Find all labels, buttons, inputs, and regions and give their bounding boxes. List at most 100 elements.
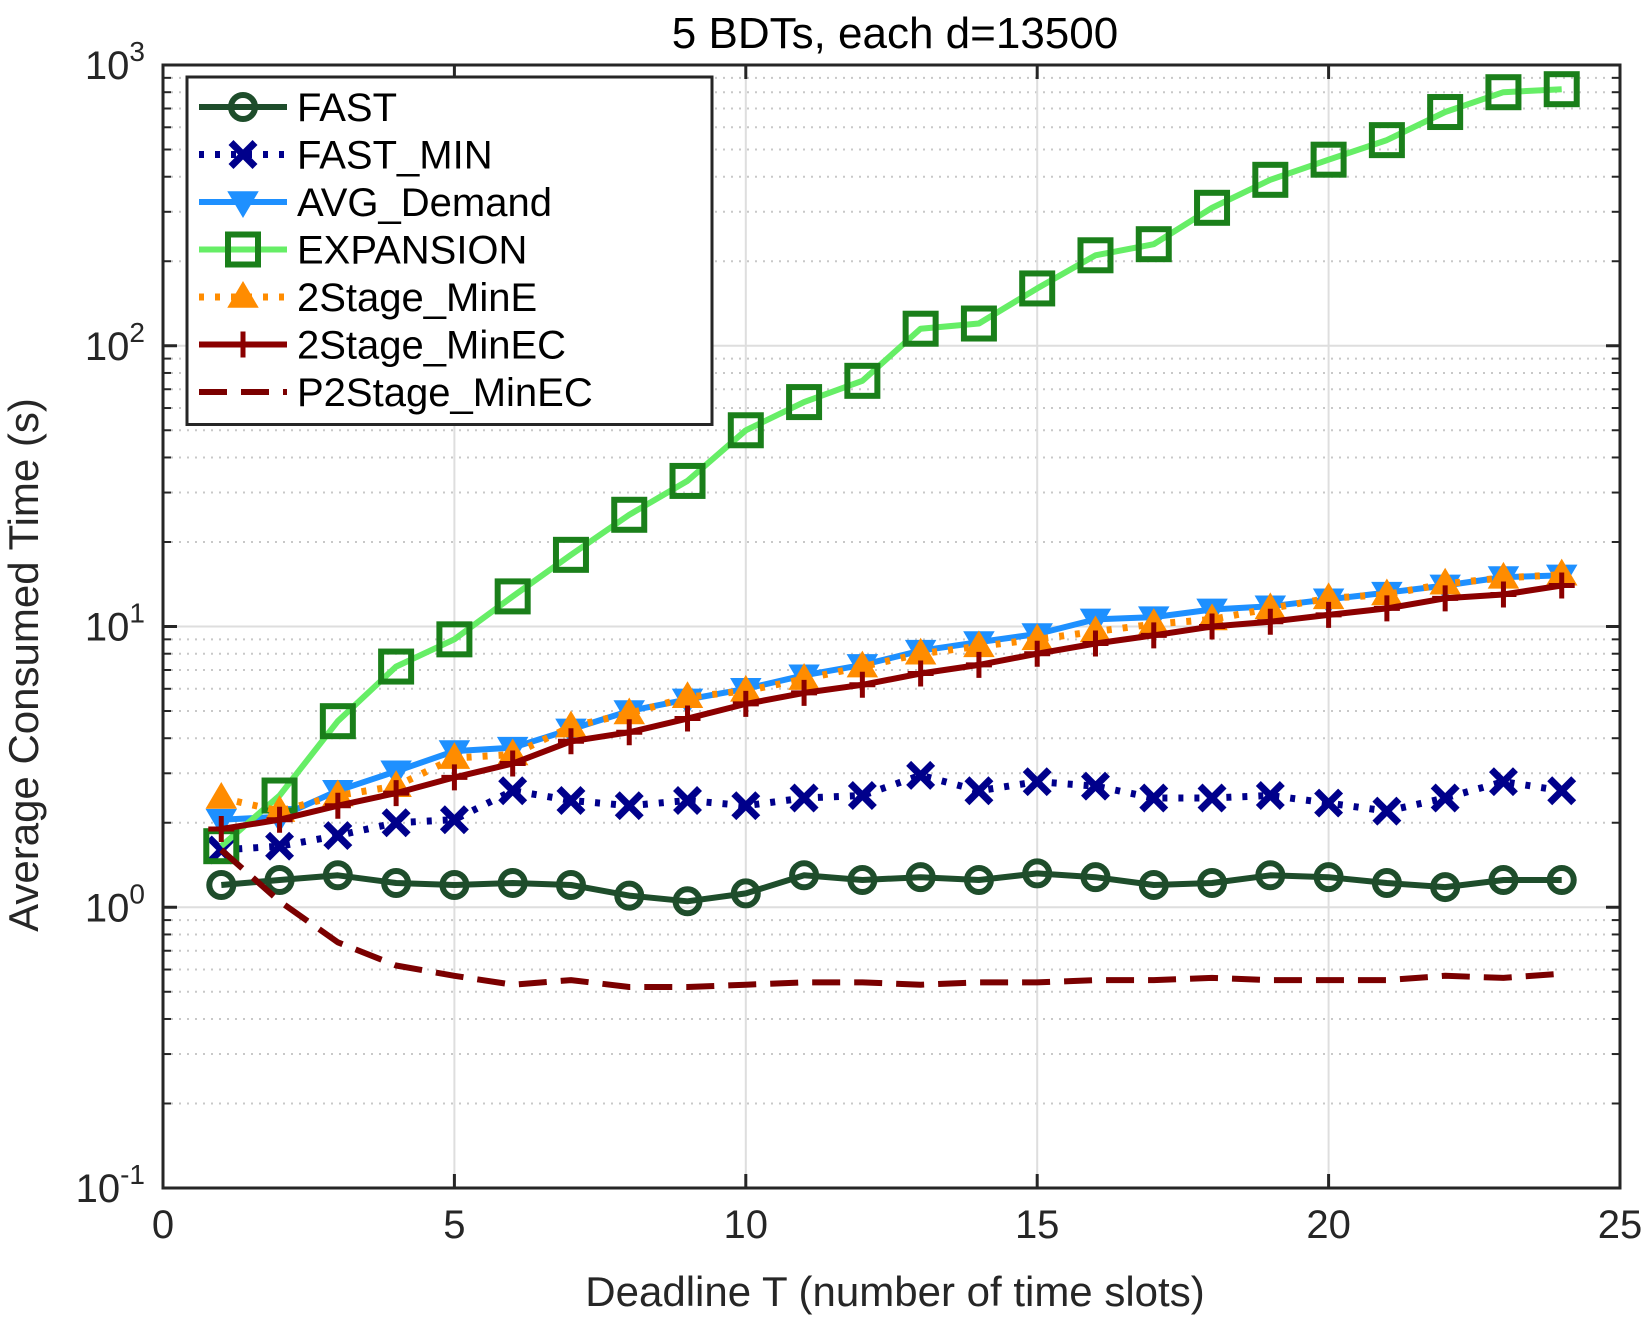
data-point <box>499 750 526 777</box>
data-point <box>1488 865 1519 896</box>
data-point <box>439 805 469 835</box>
legend-entry: AVG_Demand <box>199 181 552 225</box>
data-point <box>611 496 648 533</box>
data-point <box>1310 141 1347 178</box>
data-point <box>1024 640 1051 667</box>
data-point <box>672 886 703 917</box>
data-point <box>1430 872 1461 903</box>
series-group <box>203 71 1580 990</box>
data-point <box>1373 595 1400 622</box>
data-point <box>1548 572 1575 599</box>
data-point <box>727 412 764 449</box>
data-point <box>1255 860 1286 891</box>
legend-marker <box>230 331 256 358</box>
data-point <box>1197 783 1227 813</box>
series-line <box>219 86 1562 849</box>
data-point <box>1197 868 1228 899</box>
data-point <box>264 865 295 896</box>
data-point <box>847 865 878 896</box>
legend-label: 2Stage_MinEC <box>297 324 566 368</box>
data-point <box>1255 781 1285 811</box>
data-point <box>1077 237 1114 274</box>
data-point <box>266 806 293 833</box>
legend-label: AVG_Demand <box>297 181 552 225</box>
data-point <box>494 578 531 615</box>
legend: FASTFAST_MINAVG_DemandEXPANSION2Stage_Mi… <box>185 75 714 426</box>
series-fast <box>206 858 1577 917</box>
data-point <box>1314 788 1344 818</box>
data-point <box>674 705 701 732</box>
legend-entry: EXPANSION <box>199 229 527 273</box>
data-point <box>614 791 644 821</box>
y-axis-title: Average Consumed Time (s) <box>0 398 47 932</box>
series-fast-min <box>206 760 1577 865</box>
legend-marker <box>225 231 261 268</box>
x-axis-title: Deadline T (number of time slots) <box>585 1268 1204 1315</box>
data-point <box>786 384 823 421</box>
data-point <box>1257 608 1284 635</box>
legend-label: EXPANSION <box>297 229 527 273</box>
chart-title: 5 BDTs, each d=13500 <box>672 9 1118 58</box>
data-point <box>847 781 877 811</box>
x-tick-label: 10 <box>724 1203 769 1247</box>
legend-marker <box>228 140 258 169</box>
data-point <box>1139 783 1169 813</box>
data-point <box>1194 189 1231 226</box>
data-point <box>1547 776 1577 806</box>
data-point <box>1022 858 1053 889</box>
x-tick-label: 25 <box>1598 1203 1643 1247</box>
y-tick-label: 103 <box>85 36 145 88</box>
data-point <box>1546 865 1577 896</box>
data-point <box>960 305 997 342</box>
data-point <box>265 831 295 861</box>
legend-label: 2Stage_MinE <box>297 276 537 320</box>
data-point <box>206 870 237 901</box>
data-point <box>1252 161 1289 198</box>
data-point <box>1432 585 1459 612</box>
data-point <box>964 776 994 806</box>
y-tick-label: 101 <box>85 598 145 650</box>
data-point <box>497 868 528 899</box>
data-point <box>732 690 759 717</box>
data-point <box>1022 767 1052 797</box>
data-point <box>731 791 761 821</box>
data-point <box>1081 771 1110 801</box>
data-point <box>1313 862 1344 893</box>
legend-entry: FAST_MIN <box>199 134 493 178</box>
data-point <box>669 462 706 499</box>
data-point <box>965 651 992 678</box>
data-point <box>498 776 528 806</box>
legend-entry: 2Stage_MinE <box>199 276 537 320</box>
data-point <box>439 870 470 901</box>
legend-marker <box>228 92 258 122</box>
x-tick-label: 5 <box>443 1203 465 1247</box>
data-point <box>322 860 353 891</box>
data-point <box>849 671 876 698</box>
series-2stage-minec <box>208 572 1575 842</box>
data-point <box>441 764 468 791</box>
axes: 0 5 10 15 20 25 10-1 100 101 102 103 <box>76 36 1643 1247</box>
data-point <box>552 536 589 573</box>
data-point <box>436 621 473 658</box>
data-point <box>905 862 936 893</box>
data-point <box>1019 270 1056 307</box>
data-point <box>205 782 238 809</box>
data-point <box>1485 74 1522 111</box>
x-tick-label: 20 <box>1306 1203 1351 1247</box>
series-line <box>219 847 1562 990</box>
legend-entry: P2Stage_MinEC <box>199 371 593 415</box>
data-point <box>1543 71 1580 108</box>
data-point <box>1140 622 1167 649</box>
data-point <box>844 362 881 399</box>
data-point <box>673 786 702 815</box>
data-point <box>323 821 353 851</box>
data-point <box>319 703 356 740</box>
data-point <box>1368 122 1405 159</box>
legend-label: FAST_MIN <box>297 134 493 178</box>
data-point <box>1080 862 1111 893</box>
data-point <box>208 815 235 842</box>
data-point <box>1430 783 1460 813</box>
y-tick-label: 100 <box>85 878 145 930</box>
legend-entry: FAST <box>199 86 397 130</box>
legend-label: FAST <box>297 86 397 130</box>
